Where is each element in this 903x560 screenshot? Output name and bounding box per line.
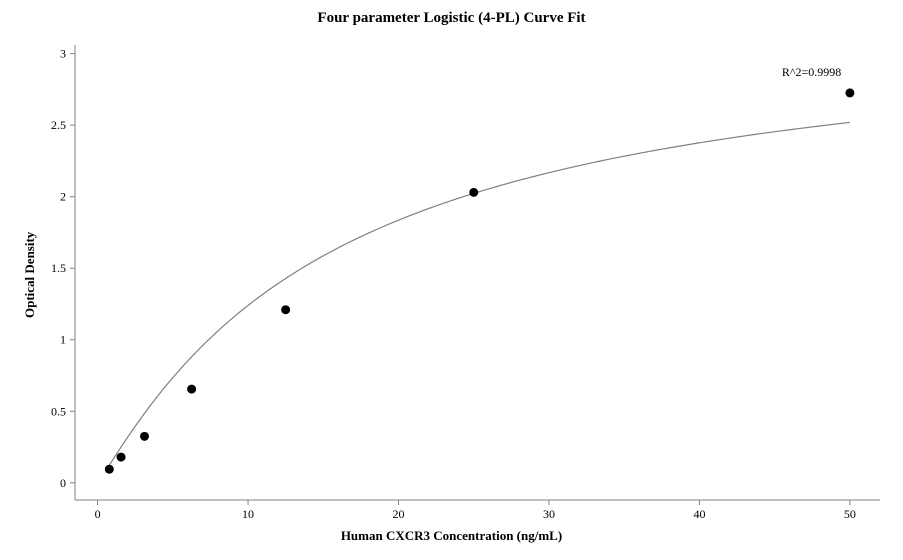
y-tick-label: 0.5 (51, 404, 66, 418)
fitted-curve (109, 122, 850, 465)
x-tick-label: 0 (95, 507, 101, 521)
x-tick-label: 40 (693, 507, 705, 521)
y-tick-label: 1.5 (51, 261, 66, 275)
data-point-marker (281, 305, 290, 314)
y-tick-label: 2 (60, 190, 66, 204)
y-tick-label: 2.5 (51, 118, 66, 132)
data-point-marker (469, 188, 478, 197)
x-tick-label: 20 (393, 507, 405, 521)
data-point-marker (187, 385, 196, 394)
x-tick-label: 50 (844, 507, 856, 521)
data-point-marker (105, 465, 114, 474)
x-tick-label: 30 (543, 507, 555, 521)
chart-svg: 0 10 20 30 40 50 0 0.5 1 1.5 2 2.5 3 (0, 0, 903, 560)
data-point-marker (140, 432, 149, 441)
data-point-marker (117, 453, 126, 462)
y-tick-label: 3 (60, 47, 66, 61)
data-point-marker (845, 88, 854, 97)
y-tick-label: 1 (60, 333, 66, 347)
x-tick-label: 10 (242, 507, 254, 521)
y-tick-label: 0 (60, 476, 66, 490)
chart-container: Four parameter Logistic (4-PL) Curve Fit… (0, 0, 903, 560)
